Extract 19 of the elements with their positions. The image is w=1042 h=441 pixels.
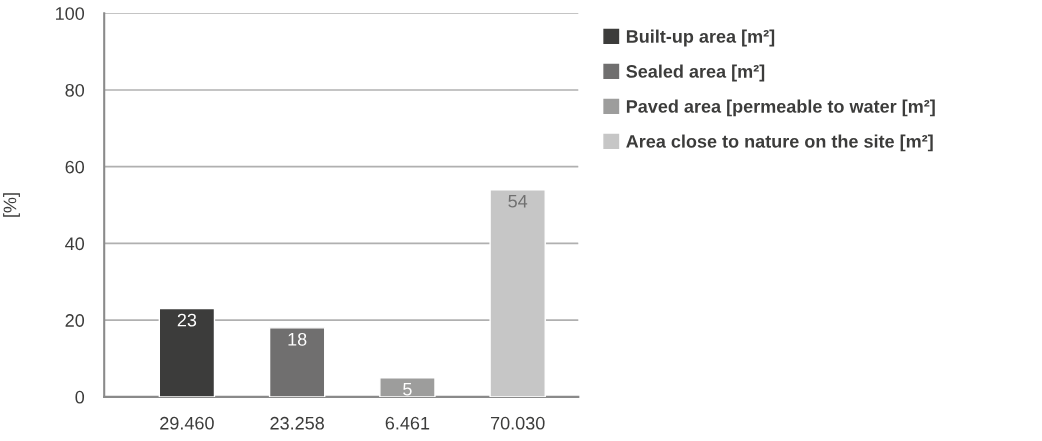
legend-label: Sealed area [m²] bbox=[626, 64, 765, 82]
legend-label: Area close to nature on the site [m²] bbox=[626, 134, 933, 152]
y-tick-label: 0 bbox=[75, 390, 85, 404]
data-label: 5 bbox=[403, 382, 412, 396]
data-label: 18 bbox=[288, 332, 307, 346]
y-tick-label: 80 bbox=[65, 83, 85, 97]
x-tick-label: 6.461 bbox=[385, 416, 430, 430]
y-axis-title: [%] bbox=[3, 193, 20, 217]
x-tick-label: 29.460 bbox=[160, 416, 214, 430]
x-tick-label: 23.258 bbox=[270, 416, 324, 430]
y-tick-label: 20 bbox=[65, 314, 85, 327]
legend-label: Built-up area [m²] bbox=[626, 29, 775, 47]
y-tick-label: 60 bbox=[65, 160, 85, 174]
y-tick-label: 40 bbox=[65, 237, 85, 251]
legend-label: Paved area [permeable to water [m²] bbox=[626, 99, 935, 117]
y-tick-label: 100 bbox=[56, 7, 85, 20]
data-label: 23 bbox=[177, 313, 197, 327]
x-tick-label: 70.030 bbox=[490, 416, 545, 430]
data-label: 54 bbox=[508, 194, 528, 208]
